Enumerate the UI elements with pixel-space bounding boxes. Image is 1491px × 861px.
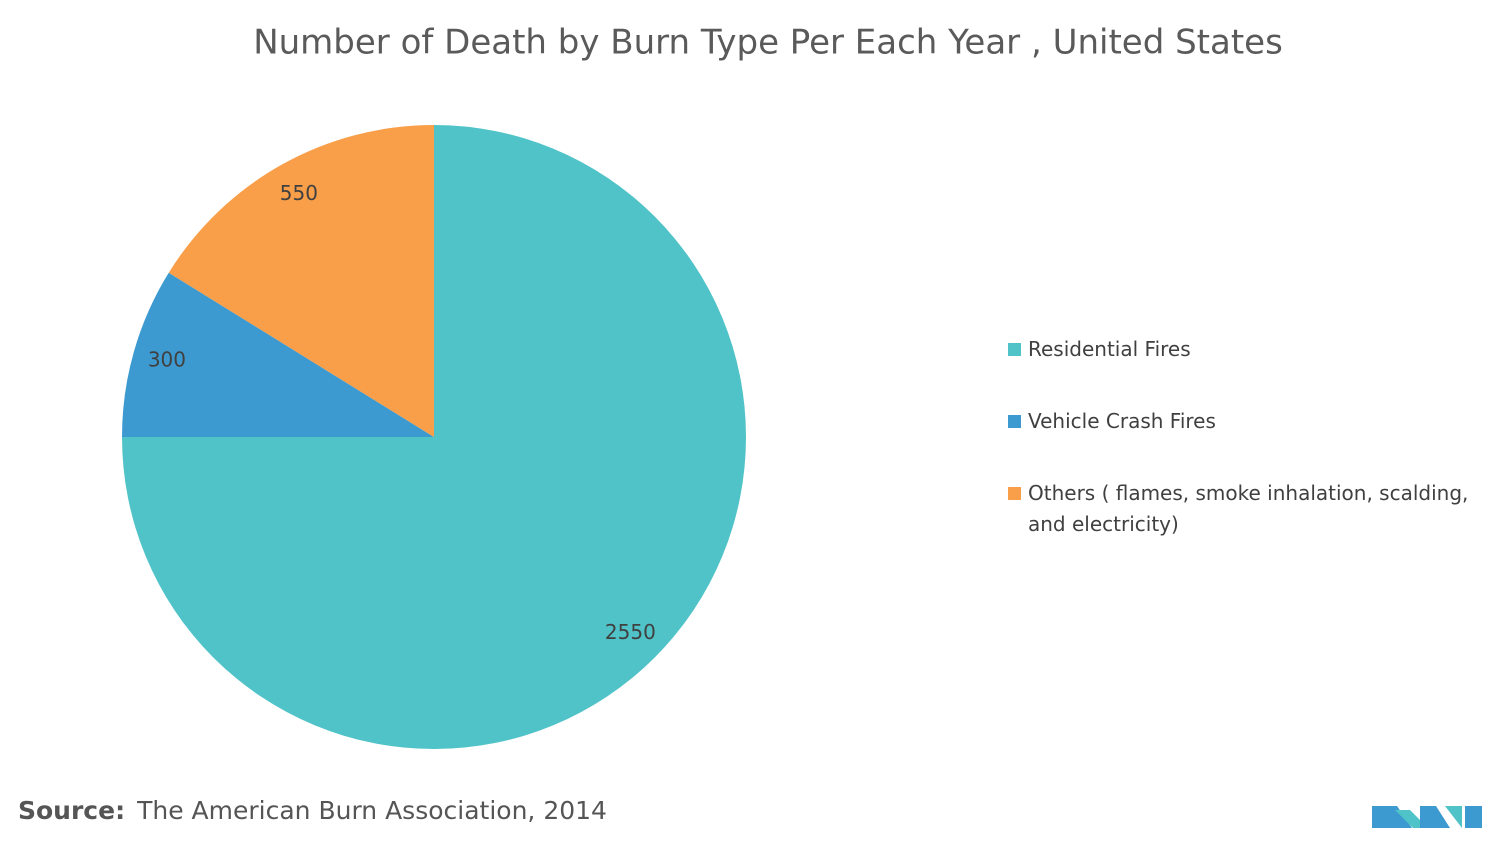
legend-label: Others ( flames, smoke inhalation, scald… — [1028, 481, 1469, 536]
data-label: 2550 — [605, 620, 656, 644]
logo — [1372, 806, 1482, 828]
source-label: Source: — [18, 796, 126, 825]
source-text: The American Burn Association, 2014 — [137, 796, 607, 825]
legend-label: Residential Fires — [1028, 337, 1191, 361]
legend-swatch — [1008, 487, 1021, 500]
chart-title: Number of Death by Burn Type Per Each Ye… — [253, 23, 1283, 63]
legend: Residential Fires Vehicle Crash Fires Othe… — [1008, 334, 1478, 581]
source: Source: The American Burn Association, 20… — [18, 796, 607, 825]
legend-item: Others ( flames, smoke inhalation, scald… — [1008, 478, 1478, 540]
data-label: 550 — [280, 181, 318, 205]
legend-swatch — [1008, 343, 1021, 356]
pie-slice — [122, 272, 434, 437]
data-label: 300 — [148, 348, 186, 372]
legend-item: Residential Fires — [1008, 334, 1478, 365]
legend-swatch — [1008, 415, 1021, 428]
legend-label: Vehicle Crash Fires — [1028, 409, 1216, 433]
legend-item: Vehicle Crash Fires — [1008, 406, 1478, 437]
pie-slice — [168, 125, 435, 437]
